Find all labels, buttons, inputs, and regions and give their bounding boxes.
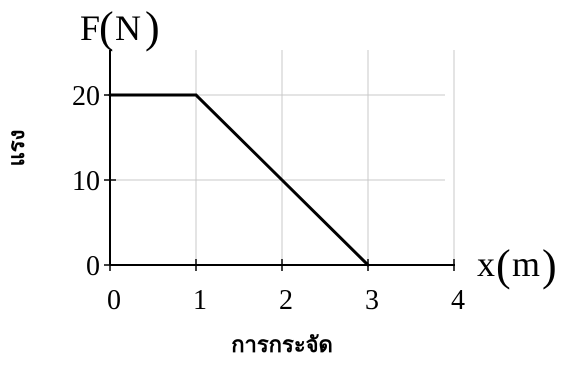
series-force: [108, 93, 370, 267]
data-point: [108, 93, 112, 97]
y-tick-label: 20: [72, 81, 100, 112]
y-axis-open-paren: (: [99, 3, 114, 52]
x-tick-label: 4: [451, 285, 465, 316]
x-axis-unit: m: [512, 244, 540, 284]
y-tick-label: 0: [86, 251, 100, 282]
y-axis-close-paren: ): [145, 3, 160, 52]
data-point: [194, 93, 198, 97]
x-axis-variable: x ( m ): [477, 241, 557, 290]
x-tick-label: 2: [279, 285, 293, 316]
axis-ticks: 0 1 2 3 4 0 10 20: [72, 81, 465, 316]
y-axis-unit: N: [115, 8, 141, 48]
x-axis-open-paren: (: [496, 241, 511, 290]
x-tick-label: 0: [107, 285, 121, 316]
x-axis-symbol: x: [477, 244, 495, 284]
y-tick-label: 10: [72, 166, 100, 197]
grid-lines: [110, 50, 455, 265]
x-axis-label: การกระจัด: [231, 333, 333, 358]
x-tick-label: 3: [365, 285, 379, 316]
x-axis-close-paren: ): [542, 241, 557, 290]
data-point: [366, 263, 370, 267]
x-tick-label: 1: [193, 285, 207, 316]
y-axis-label: แรง: [5, 130, 30, 167]
y-axis-symbol: F: [80, 8, 100, 48]
y-axis-variable: F ( N ): [80, 3, 160, 52]
